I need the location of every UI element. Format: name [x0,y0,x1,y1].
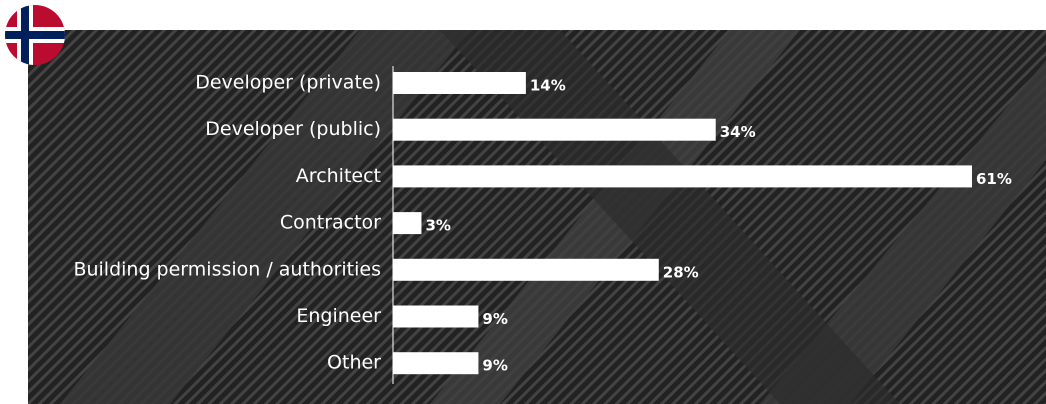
value-label: 9% [482,357,507,375]
category-label: Building permission / authorities [73,258,381,280]
category-label: Engineer [296,305,381,327]
category-label: Developer (private) [195,72,381,94]
value-label: 9% [482,310,507,328]
category-label: Architect [296,165,381,187]
value-label: 34% [720,123,756,141]
bar [393,212,422,235]
category-label: Developer (public) [205,118,381,140]
category-label: Other [327,352,381,374]
bar [393,118,716,141]
category-label: Contractor [280,212,381,234]
flag-icon [5,5,65,65]
bar [393,258,659,281]
bar [393,305,479,328]
bar [393,165,972,188]
bar [393,352,479,375]
value-label: 28% [663,263,699,281]
value-label: 3% [425,217,450,235]
bar [393,72,526,94]
value-label: 61% [976,170,1012,188]
value-label: 14% [530,77,566,95]
